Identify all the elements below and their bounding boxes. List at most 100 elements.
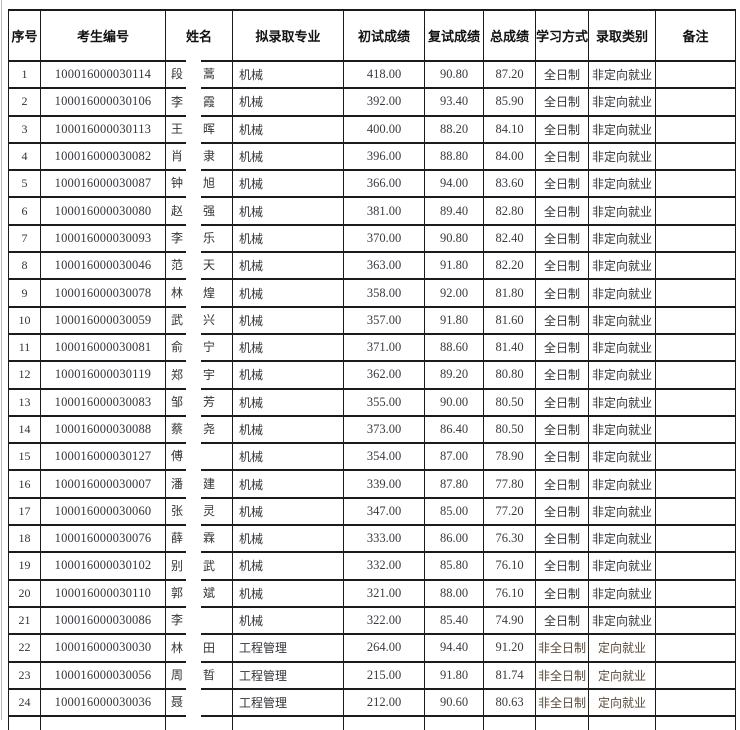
cell-total-score: 80.80 (483, 360, 536, 390)
cell-total-score: 74.90 (483, 605, 536, 636)
header-admission-type: 录取类别 (588, 9, 656, 62)
cell-index: 5 (8, 169, 41, 199)
cell-initial-score: 370.00 (343, 223, 425, 254)
header-note: 备注 (655, 9, 736, 62)
table-row: 8 100016000030046 范天 机械 363.00 91.80 82.… (8, 250, 736, 284)
cell-note (655, 360, 736, 390)
name-first-char: 俞 (171, 340, 184, 355)
cell-retest-score: 92.00 (424, 278, 484, 308)
cell-total-score (483, 715, 536, 730)
cell-total-score: 81.74 (483, 660, 536, 690)
cell-candidate-id: 100016000030088 (40, 414, 166, 445)
cell-initial-score: 362.00 (343, 360, 425, 390)
cell-candidate-id: 100016000030076 (40, 524, 166, 554)
cell-admission-type (588, 715, 656, 730)
cell-admission-type: 非定向就业 (588, 524, 656, 554)
name-last-char: 灵 (203, 504, 216, 519)
cell-total-score: 80.50 (483, 414, 536, 445)
name-first-char: 李 (171, 613, 184, 628)
cell-note (655, 524, 736, 554)
cell-name: 钟旭 (165, 168, 233, 202)
cell-study-mode: 全日制 (535, 605, 589, 636)
cell-candidate-id: 100016000030114 (40, 59, 166, 90)
name-redaction-box (186, 59, 202, 93)
cell-index: 11 (8, 332, 41, 363)
name-redaction-box (186, 386, 202, 420)
cell-note (655, 715, 736, 730)
cell-initial-score: 322.00 (343, 605, 425, 636)
table-row: 24 100016000030036 聂 工程管理 212.00 90.60 8… (8, 686, 736, 720)
cell-note (655, 442, 736, 472)
cell-name: 王晖 (165, 113, 233, 147)
table-row: 5 100016000030087 钟旭 机械 366.00 94.00 83.… (8, 168, 736, 202)
header-major: 拟录取专业 (232, 9, 344, 62)
cell-index: 9 (8, 278, 41, 308)
name-redaction-box (186, 495, 202, 529)
cell-major: 工程管理 (232, 660, 344, 690)
cell-retest-score: 86.40 (424, 414, 484, 445)
cell-admission-type: 非定向就业 (588, 114, 656, 144)
name-first-char: 潘 (171, 476, 184, 491)
cell-admission-type: 非定向就业 (588, 469, 656, 499)
table-row: 13 100016000030083 邹芳 机械 355.00 90.00 80… (8, 386, 736, 420)
cell-major (232, 715, 344, 730)
cell-name: 傅 (165, 441, 233, 475)
cell-name: 林田 (165, 632, 233, 666)
cell-candidate-id: 100016000030036 (40, 687, 166, 718)
cell-total-score: 78.90 (483, 442, 536, 472)
table-row: 15 100016000030127 傅 机械 354.00 87.00 78.… (8, 441, 736, 475)
name-redaction-box (186, 659, 202, 693)
name-last-char: 霞 (203, 94, 216, 109)
name-last-char: 宁 (203, 340, 216, 355)
cell-initial-score: 333.00 (343, 524, 425, 554)
cell-total-score: 80.63 (483, 687, 536, 718)
cell-retest-score: 85.80 (424, 551, 484, 581)
name-redaction-box (186, 304, 202, 338)
cell-admission-type: 非定向就业 (588, 360, 656, 390)
cell-note (655, 387, 736, 417)
admission-results-table: 序号 考生编号 姓名 拟录取专业 初试成绩 复试成绩 总成绩 学习方式 录取类别… (8, 9, 736, 730)
cell-study-mode: 全日制 (535, 496, 589, 527)
cell-total-score: 76.30 (483, 524, 536, 554)
cell-study-mode: 全日制 (535, 442, 589, 472)
cell-major: 机械 (232, 305, 344, 335)
cell-candidate-id: 100016000030056 (40, 660, 166, 690)
cell-candidate-id (40, 715, 166, 730)
cell-candidate-id: 100016000030078 (40, 278, 166, 308)
name-redaction-box (186, 86, 202, 120)
cell-total-score: 87.20 (483, 59, 536, 90)
name-first-char: 段 (171, 67, 184, 82)
name-redaction-box (186, 168, 202, 202)
cell-admission-type: 非定向就业 (588, 223, 656, 254)
cell-major: 机械 (232, 223, 344, 254)
cell-note (655, 59, 736, 90)
cell-retest-score: 94.00 (424, 169, 484, 199)
name-first-char: 李 (171, 231, 184, 246)
name-redaction-box (186, 195, 202, 229)
cell-initial-score: 358.00 (343, 278, 425, 308)
table-row: 11 100016000030081 俞宁 机械 371.00 88.60 81… (8, 331, 736, 365)
cell-initial-score: 371.00 (343, 332, 425, 363)
cell-initial-score: 400.00 (343, 114, 425, 144)
header-study-mode: 学习方式 (535, 9, 589, 62)
cell-candidate-id: 100016000030007 (40, 469, 166, 499)
cell-index: 18 (8, 524, 41, 554)
cell-name: 薛霖 (165, 523, 233, 557)
cell-total-score: 91.20 (483, 633, 536, 663)
cell-total-score: 77.20 (483, 496, 536, 527)
name-last-char: 宇 (203, 367, 216, 382)
name-redaction-box (186, 250, 202, 284)
cell-initial-score: 212.00 (343, 687, 425, 718)
table-row: 19 100016000030102 别武 机械 332.00 85.80 76… (8, 550, 736, 584)
table-row: 1 100016000030114 段蒿 机械 418.00 90.80 87.… (8, 59, 736, 93)
table-row: 14 100016000030088 蔡尧 机械 373.00 86.40 80… (8, 413, 736, 447)
cell-major: 机械 (232, 196, 344, 226)
cell-initial-score: 347.00 (343, 496, 425, 527)
cell-initial-score: 339.00 (343, 469, 425, 499)
table-row: 12 100016000030119 郑宇 机械 362.00 89.20 80… (8, 359, 736, 393)
cell-initial-score: 264.00 (343, 633, 425, 663)
cell-initial-score: 366.00 (343, 169, 425, 199)
cell-total-score: 81.80 (483, 278, 536, 308)
cell-index: 24 (8, 687, 41, 718)
name-last-char: 芳 (203, 394, 216, 409)
